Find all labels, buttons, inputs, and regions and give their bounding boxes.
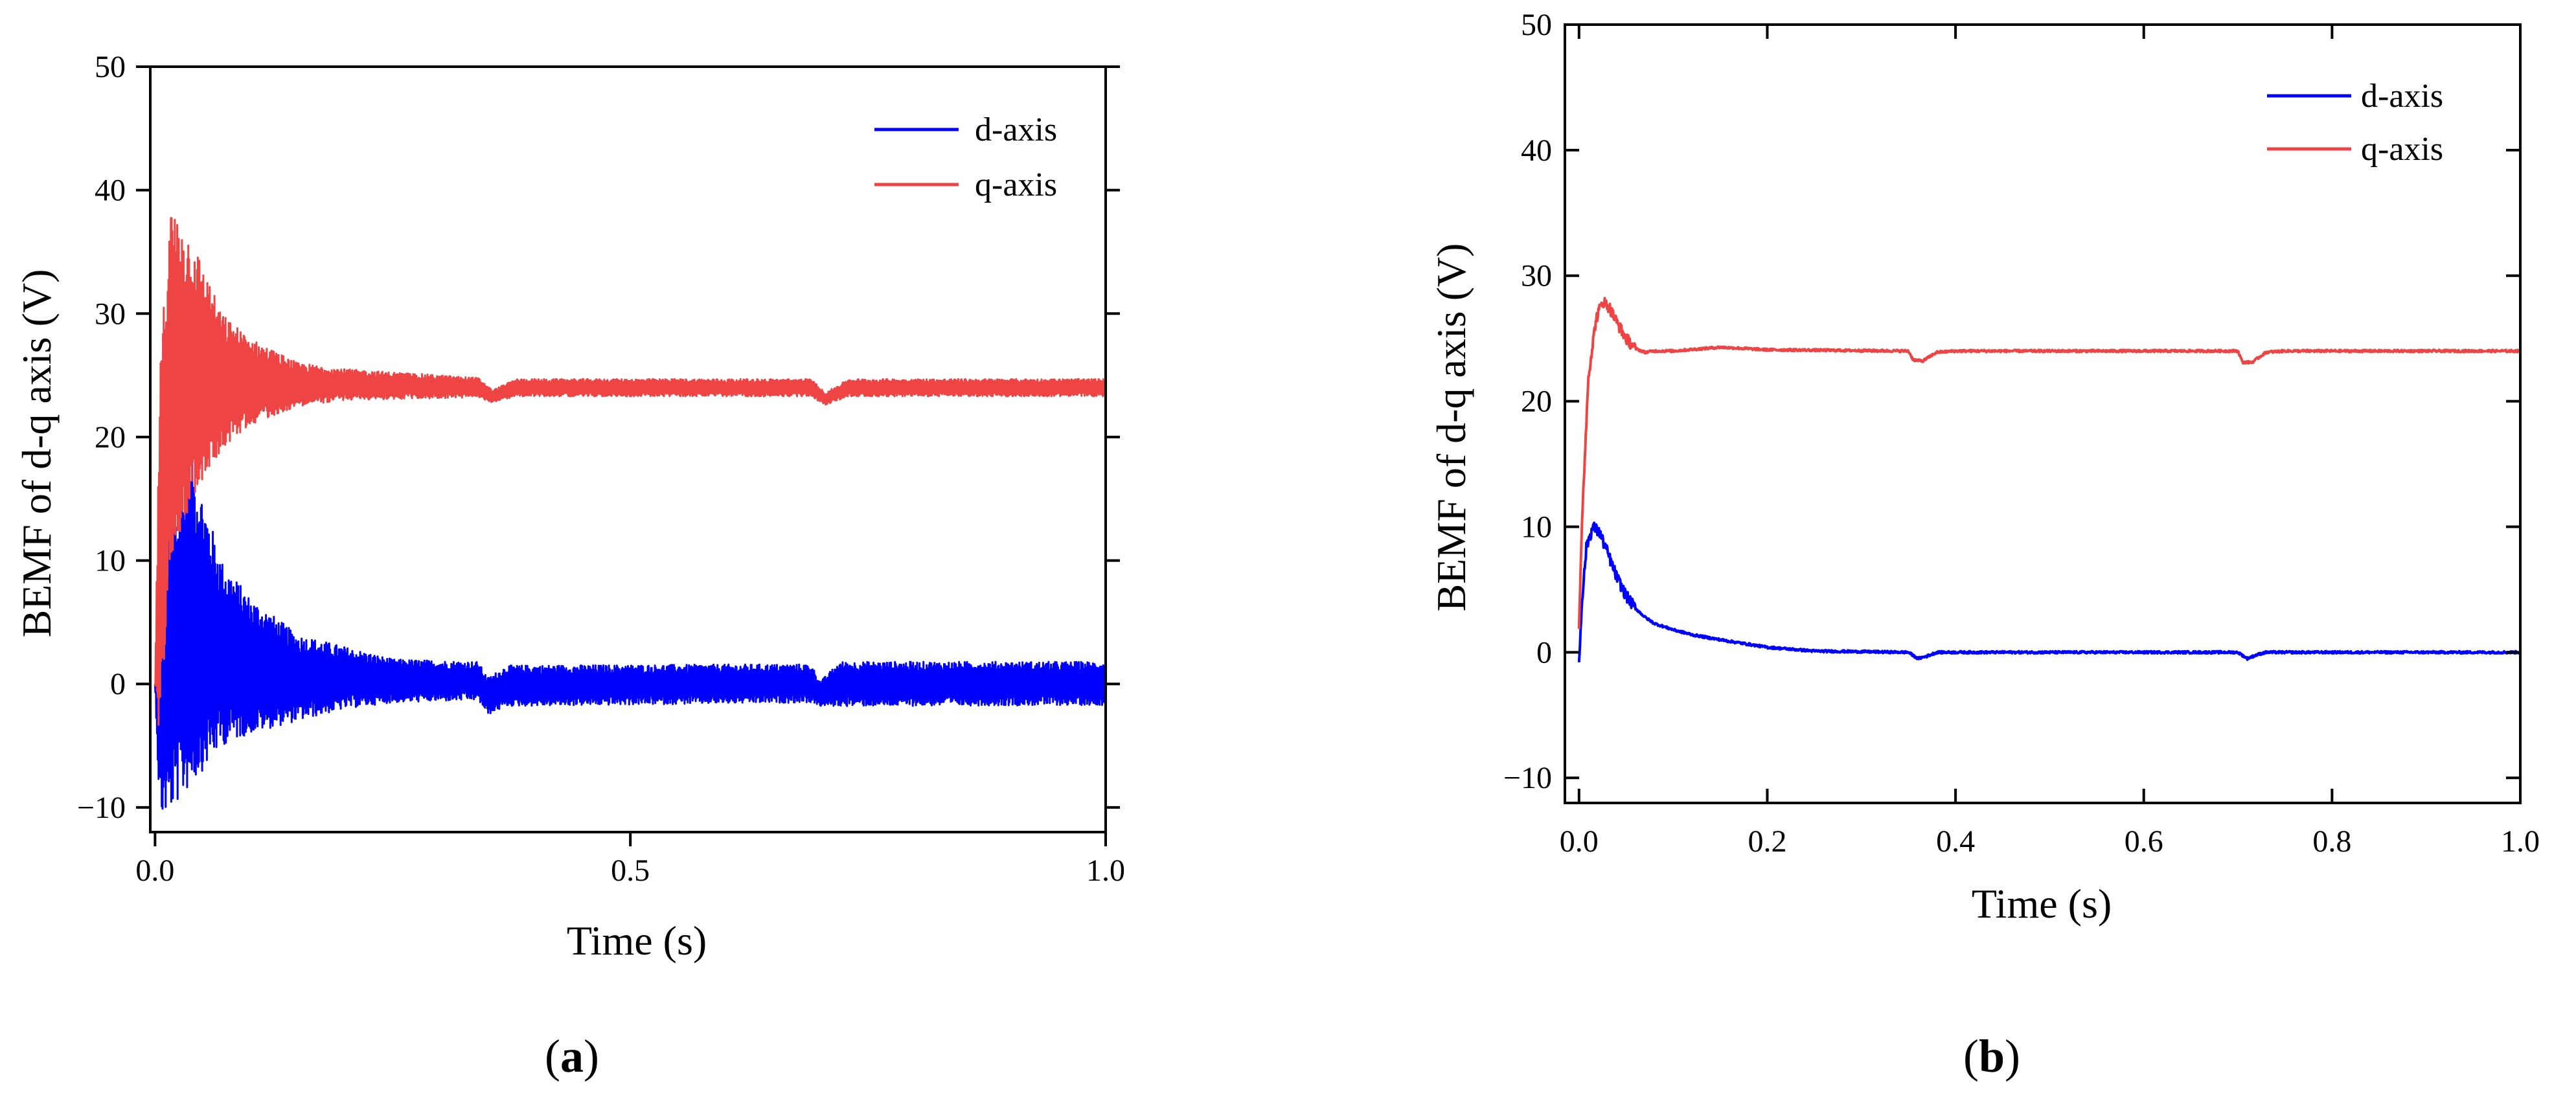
y-tick-label: 20: [95, 420, 126, 455]
panel-label-open-b: (: [1963, 1030, 1979, 1082]
panel-label-b: (b): [1963, 1030, 2020, 1082]
x-tick-label: 0.2: [1748, 824, 1786, 859]
axis-ticks-b: 0.0 0.2 0.4 0.6 0.8 1.0 −10 0 10 20 30 40 50: [1503, 8, 2540, 859]
panel-label-open-a: (: [545, 1030, 560, 1082]
x-tick-label: 0.0: [1560, 824, 1599, 859]
y-tick-label: 50: [95, 50, 126, 84]
panel-label-a: (a): [545, 1030, 599, 1082]
legend-label-daxis: d-axis: [2361, 78, 2443, 115]
legend-b: d-axis q-axis: [2267, 78, 2443, 168]
x-tick-label: 1.0: [1086, 853, 1125, 888]
panel-label-letter-b: b: [1979, 1030, 2005, 1082]
panel-label-close-a: ): [584, 1030, 599, 1082]
x-tick-label: 0.4: [1936, 824, 1975, 859]
y-tick-label: 20: [1521, 385, 1552, 419]
y-axis-title-b: BEMF of d-q axis (V): [1428, 243, 1474, 612]
plot-area-b: [1577, 297, 2520, 662]
y-tick-label: 10: [1521, 510, 1552, 544]
series-line-qaxis-a: [154, 217, 1106, 726]
y-tick-label: 0: [110, 667, 126, 701]
series-line-qaxis-b: [1577, 297, 2520, 629]
legend-label-qaxis: q-axis: [975, 166, 1057, 203]
y-tick-label: 30: [1521, 259, 1552, 293]
x-tick-label: 1.0: [2501, 824, 2540, 859]
x-tick-label: 0.8: [2312, 824, 2351, 859]
y-tick-label: 10: [95, 544, 126, 578]
y-tick-label: 50: [1521, 8, 1552, 42]
y-tick-label: 40: [1521, 133, 1552, 168]
y-tick-label: 0: [1536, 635, 1552, 670]
y-tick-label: 40: [95, 174, 126, 208]
y-tick-label: 30: [95, 297, 126, 331]
chart-panel-b: 0.0 0.2 0.4 0.6 0.8 1.0 −10 0 10 20 30 40 50 Time (s…: [1428, 8, 2540, 1082]
plot-frame-a: [149, 65, 1107, 833]
x-tick-label: 0.6: [2125, 824, 2163, 859]
plot-frame-b: [1564, 23, 2522, 804]
chart-panel-a: 0.0 0.5 1.0 −10 0 10 20 30 40 50 Time (s) BEMF of…: [14, 50, 1125, 1082]
panel-label-close-b: ): [2005, 1030, 2020, 1082]
x-axis-title-a: Time (s): [567, 918, 707, 964]
y-tick-label: −10: [77, 791, 126, 825]
x-axis-title-b: Time (s): [1972, 881, 2112, 927]
legend-label-daxis: d-axis: [975, 111, 1057, 148]
panel-label-letter-a: a: [560, 1030, 584, 1082]
series-line-daxis-a: [154, 463, 1106, 810]
plot-area-a: [154, 217, 1106, 810]
series-line-daxis-b: [1577, 521, 2520, 662]
legend-a: d-axis q-axis: [874, 111, 1057, 203]
x-tick-label: 0.0: [135, 853, 174, 888]
axis-ticks-a: 0.0 0.5 1.0 −10 0 10 20 30 40 50: [77, 50, 1125, 888]
y-axis-title-a: BEMF of d-q axis (V): [14, 269, 60, 638]
y-tick-label: −10: [1503, 761, 1552, 795]
legend-label-qaxis: q-axis: [2361, 131, 2443, 168]
x-tick-label: 0.5: [611, 853, 650, 888]
